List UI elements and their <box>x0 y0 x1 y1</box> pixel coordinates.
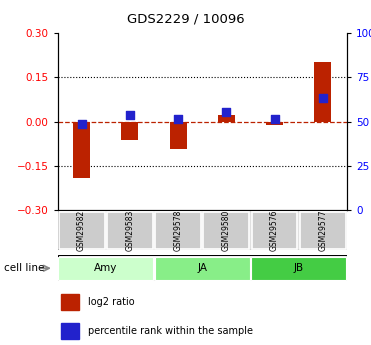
Text: GSM29577: GSM29577 <box>318 209 327 251</box>
Bar <box>155 257 250 280</box>
Bar <box>251 257 346 280</box>
Text: GSM29576: GSM29576 <box>270 209 279 251</box>
Text: JA: JA <box>197 263 207 273</box>
Bar <box>58 257 153 280</box>
Bar <box>203 211 249 249</box>
Bar <box>170 121 187 149</box>
Bar <box>252 211 298 249</box>
Bar <box>59 211 105 249</box>
Bar <box>121 121 138 140</box>
Text: GSM29583: GSM29583 <box>125 210 134 251</box>
Point <box>320 95 326 100</box>
Bar <box>60 294 79 310</box>
Bar <box>300 211 346 249</box>
Bar <box>314 62 331 121</box>
Bar <box>155 211 201 249</box>
Bar <box>107 211 153 249</box>
Point <box>175 117 181 122</box>
Text: GSM29582: GSM29582 <box>77 210 86 251</box>
Text: GSM29578: GSM29578 <box>174 210 183 251</box>
Point <box>127 112 133 118</box>
Bar <box>218 115 235 121</box>
Text: cell line: cell line <box>4 263 44 273</box>
Point <box>272 116 278 122</box>
Text: log2 ratio: log2 ratio <box>88 297 135 307</box>
Text: percentile rank within the sample: percentile rank within the sample <box>88 326 253 336</box>
Point <box>79 121 85 127</box>
Text: Amy: Amy <box>94 263 118 273</box>
Point <box>223 109 229 115</box>
Bar <box>266 121 283 125</box>
Bar <box>60 323 79 339</box>
Bar <box>73 121 90 178</box>
Text: GDS2229 / 10096: GDS2229 / 10096 <box>127 12 244 25</box>
Text: JB: JB <box>293 263 304 273</box>
Text: GSM29580: GSM29580 <box>222 210 231 251</box>
